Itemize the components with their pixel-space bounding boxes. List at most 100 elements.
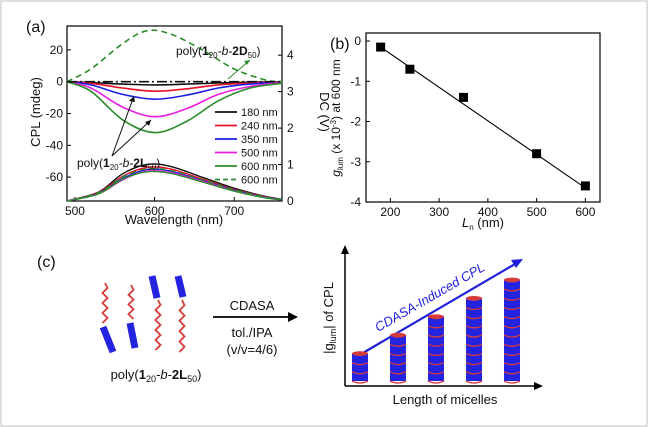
micelle-coil [427, 352, 445, 357]
chain-coil [178, 299, 186, 353]
b-data-point [459, 92, 468, 102]
a-ytick-label: 20 [50, 43, 64, 57]
a-ytick-label: -20 [46, 107, 64, 121]
micelle-cap [390, 332, 406, 338]
panel-a-ticks: 500 600 700 -60 -40 -20 0 20 0 1 2 3 4 [46, 43, 294, 218]
micelle-coil [465, 343, 483, 347]
legend-label: 600 nm [241, 175, 278, 187]
a-xtick-label: 600 [145, 204, 165, 218]
chain-rod [126, 322, 139, 349]
a-cpl-line [66, 80, 283, 118]
micelle-coil [465, 362, 483, 366]
arrow-label-ratio: (v/v=4/6) [227, 342, 278, 357]
micelle-body [428, 316, 444, 381]
panel-a-cpl-lines [66, 29, 283, 134]
b-ytick-label: -4 [350, 195, 361, 209]
scheme-ylabel: |glum| of CPL [321, 282, 338, 354]
annotation-arrowhead-2L-b [145, 120, 151, 126]
b-data-point [532, 149, 542, 159]
micelle-coil [503, 316, 521, 320]
legend-label: 350 nm [241, 134, 278, 146]
chain-coil [127, 284, 135, 320]
chain-rod [174, 275, 187, 298]
micelle-cap [466, 296, 482, 301]
micelle-coil [503, 380, 521, 384]
a-dc-line [66, 167, 283, 202]
poly-label: poly(120-b-2L50) [111, 367, 202, 384]
micelle-coil [389, 343, 407, 347]
b-xtick-label: 500 [527, 205, 547, 219]
micelle-coil [389, 380, 407, 384]
micelle-coil [465, 306, 483, 311]
micelle-coil [465, 334, 483, 338]
micelle-coil [465, 380, 483, 384]
micelle-body [504, 279, 520, 381]
panel-b-marks [376, 42, 590, 191]
micelle-coil [351, 362, 369, 366]
a-ytick-right-label: 4 [287, 48, 294, 62]
legend-label: 600 nm [241, 161, 278, 173]
a-xtick-label: 700 [224, 204, 244, 218]
panel-a-xlabel: Wavelength (nm) [125, 212, 224, 227]
micelle-coil [389, 352, 407, 357]
micelle-coil [465, 316, 483, 320]
b-ytick-label: -1 [350, 74, 361, 88]
b-xtick-label: 400 [478, 205, 498, 219]
micelle-coil [465, 325, 483, 329]
micelle-cap [352, 351, 368, 356]
a-cpl-line [66, 80, 283, 134]
micelle-coil [503, 334, 521, 338]
a-ytick-right-label: 0 [287, 194, 294, 208]
micelle-coil [503, 362, 521, 366]
scheme-xlabel: Length of micelles [393, 392, 498, 407]
micelle-coil [427, 371, 445, 375]
chain-coil [101, 282, 109, 324]
process-arrowhead [288, 312, 298, 322]
a-ytick-right-label: 2 [287, 121, 294, 135]
b-ytick-label: 0 [354, 34, 361, 48]
panel-label-a: (a) [26, 19, 46, 36]
a-ytick-label: -60 [46, 170, 64, 184]
b-data-point [580, 181, 590, 191]
micelle-coil [427, 380, 445, 384]
arrow-label-solvent: tol./IPA [232, 325, 273, 340]
annotation-arrowhead-2L-a [129, 96, 135, 102]
micelle-coil [503, 343, 521, 347]
legend-label: 240 nm [241, 121, 278, 133]
legend-label: 500 nm [241, 148, 278, 160]
a-xtick-label: 500 [65, 204, 85, 218]
micelle-coil [503, 325, 521, 329]
a-ytick-label: 0 [56, 75, 63, 89]
a-dc-line [66, 170, 283, 202]
micelle-coil [351, 380, 369, 384]
b-fit-line [380, 46, 586, 189]
panel-b-ylabel: glum (x 10-3) at 600 nm [329, 59, 345, 176]
micelle-coil [503, 371, 521, 375]
micelle-coil [503, 306, 521, 311]
micelle-coil [503, 288, 521, 292]
chain-rod [99, 325, 117, 354]
annotation-arrowhead-2D [244, 60, 250, 65]
micelle-coil [503, 297, 521, 301]
micelle-coil [351, 371, 369, 375]
micelle-coil [465, 352, 483, 357]
annotation-2L: poly(120-b-2L50) [77, 156, 160, 172]
micelle-body [352, 353, 368, 381]
chain-coil [154, 299, 162, 351]
a-ytick-label: -40 [46, 138, 64, 152]
micelle-body [466, 298, 482, 381]
polymer-chains [99, 275, 187, 354]
b-data-point [376, 42, 386, 52]
a-ytick-right-label: 1 [287, 158, 294, 172]
micelle-coil [427, 343, 445, 347]
annotation-arrow-2L-b [111, 119, 152, 157]
a-ytick-right-label: 3 [287, 85, 294, 99]
a-cpl-line [66, 80, 283, 101]
annotation-2D: poly(120-b-2D50) [176, 44, 261, 60]
micelle-coil [427, 334, 445, 338]
panel-a-dc-lines [66, 163, 283, 202]
panel-b-xlabel: Ln (nm) [462, 215, 504, 232]
micelle-body [390, 335, 406, 381]
